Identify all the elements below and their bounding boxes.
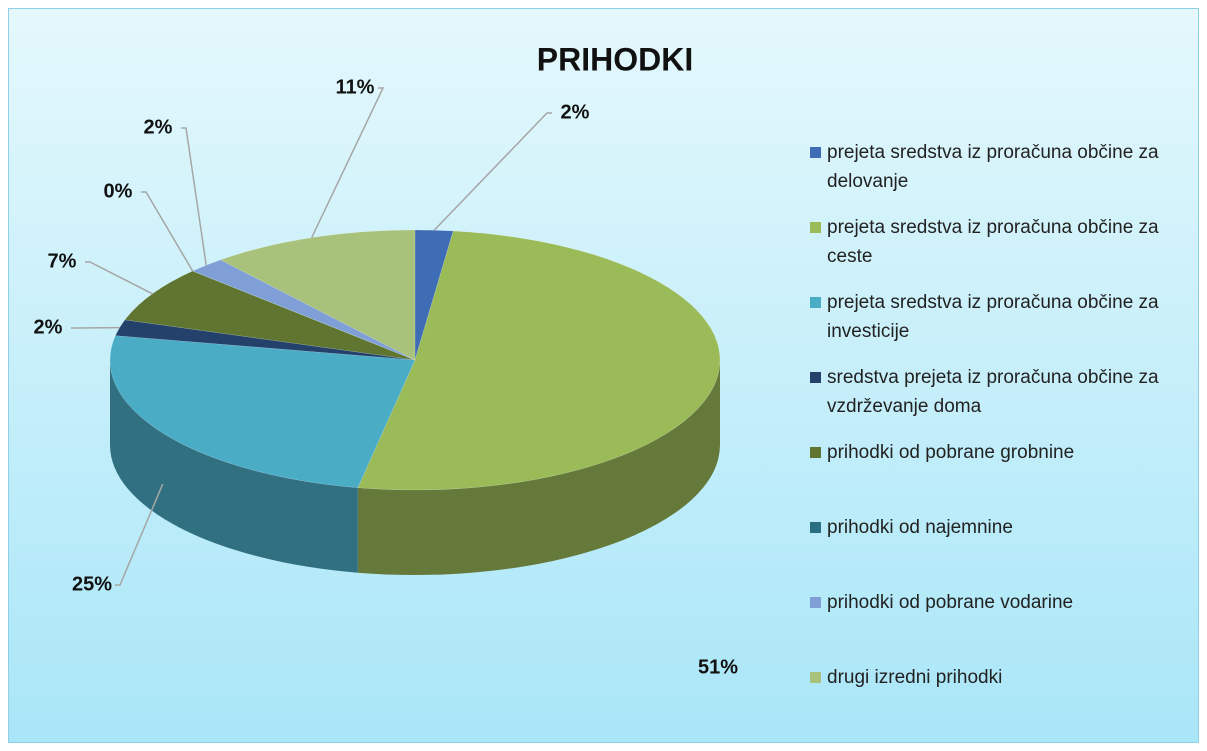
- legend-item: prihodki od pobrane vodarine: [810, 588, 1195, 663]
- legend-swatch: [810, 372, 821, 383]
- legend-swatch: [810, 597, 821, 608]
- slice: [357, 230, 721, 491]
- slice: [109, 335, 416, 488]
- leader-line: [85, 261, 153, 295]
- legend-swatch: [810, 447, 821, 458]
- legend-label: prejeta sredstva iz proračuna občine za …: [827, 217, 1159, 267]
- data-label: 2%: [561, 101, 590, 123]
- leader-line: [115, 483, 164, 586]
- legend-label: prihodki od najemnine: [827, 517, 1013, 538]
- legend-label: prihodki od pobrane vodarine: [827, 592, 1074, 613]
- data-label: 0%: [104, 180, 133, 202]
- legend-item: sredstva prejeta iz proračuna občine za …: [810, 363, 1195, 438]
- slice: [219, 229, 416, 361]
- legend-item: prihodki od najemnine: [810, 513, 1195, 588]
- legend-label: sredstva prejeta iz proračuna občine za …: [827, 367, 1159, 417]
- legend-item: drugi izredni prihodki: [810, 663, 1195, 738]
- legend-swatch: [810, 222, 821, 233]
- legend-item: prihodki od pobrane grobnine: [810, 438, 1195, 513]
- chart-title: PRIHODKI: [537, 41, 693, 77]
- slice-side: [357, 360, 720, 575]
- legend-swatch: [810, 672, 821, 683]
- legend-swatch: [810, 522, 821, 533]
- legend-swatch: [810, 147, 821, 158]
- legend-label: prejeta sredstva iz proračuna občine za …: [827, 142, 1159, 192]
- slice-side: [110, 360, 358, 573]
- legend-item: prejeta sredstva iz proračuna občine za …: [810, 138, 1195, 213]
- legend-label: drugi izredni prihodki: [827, 667, 1003, 688]
- data-label: 11%: [336, 76, 375, 98]
- legend-item: prejeta sredstva iz proračuna občine za …: [810, 213, 1195, 288]
- data-label: 25%: [72, 573, 112, 595]
- legend-item: prejeta sredstva iz proračuna občine za …: [810, 288, 1195, 363]
- data-label: 51%: [698, 656, 738, 678]
- legend: prejeta sredstva iz proračuna občine za …: [810, 138, 1195, 738]
- leader-line: [181, 127, 207, 266]
- leader-line: [141, 191, 194, 272]
- data-label: 7%: [48, 250, 77, 272]
- data-label: 2%: [144, 116, 173, 138]
- slice: [124, 270, 416, 361]
- data-label: 2%: [34, 316, 63, 338]
- legend-swatch: [810, 297, 821, 308]
- legend-label: prihodki od pobrane grobnine: [827, 442, 1075, 463]
- leader-line: [311, 87, 385, 239]
- legend-label: prejeta sredstva iz proračuna občine za …: [827, 292, 1159, 342]
- leader-line: [433, 112, 552, 231]
